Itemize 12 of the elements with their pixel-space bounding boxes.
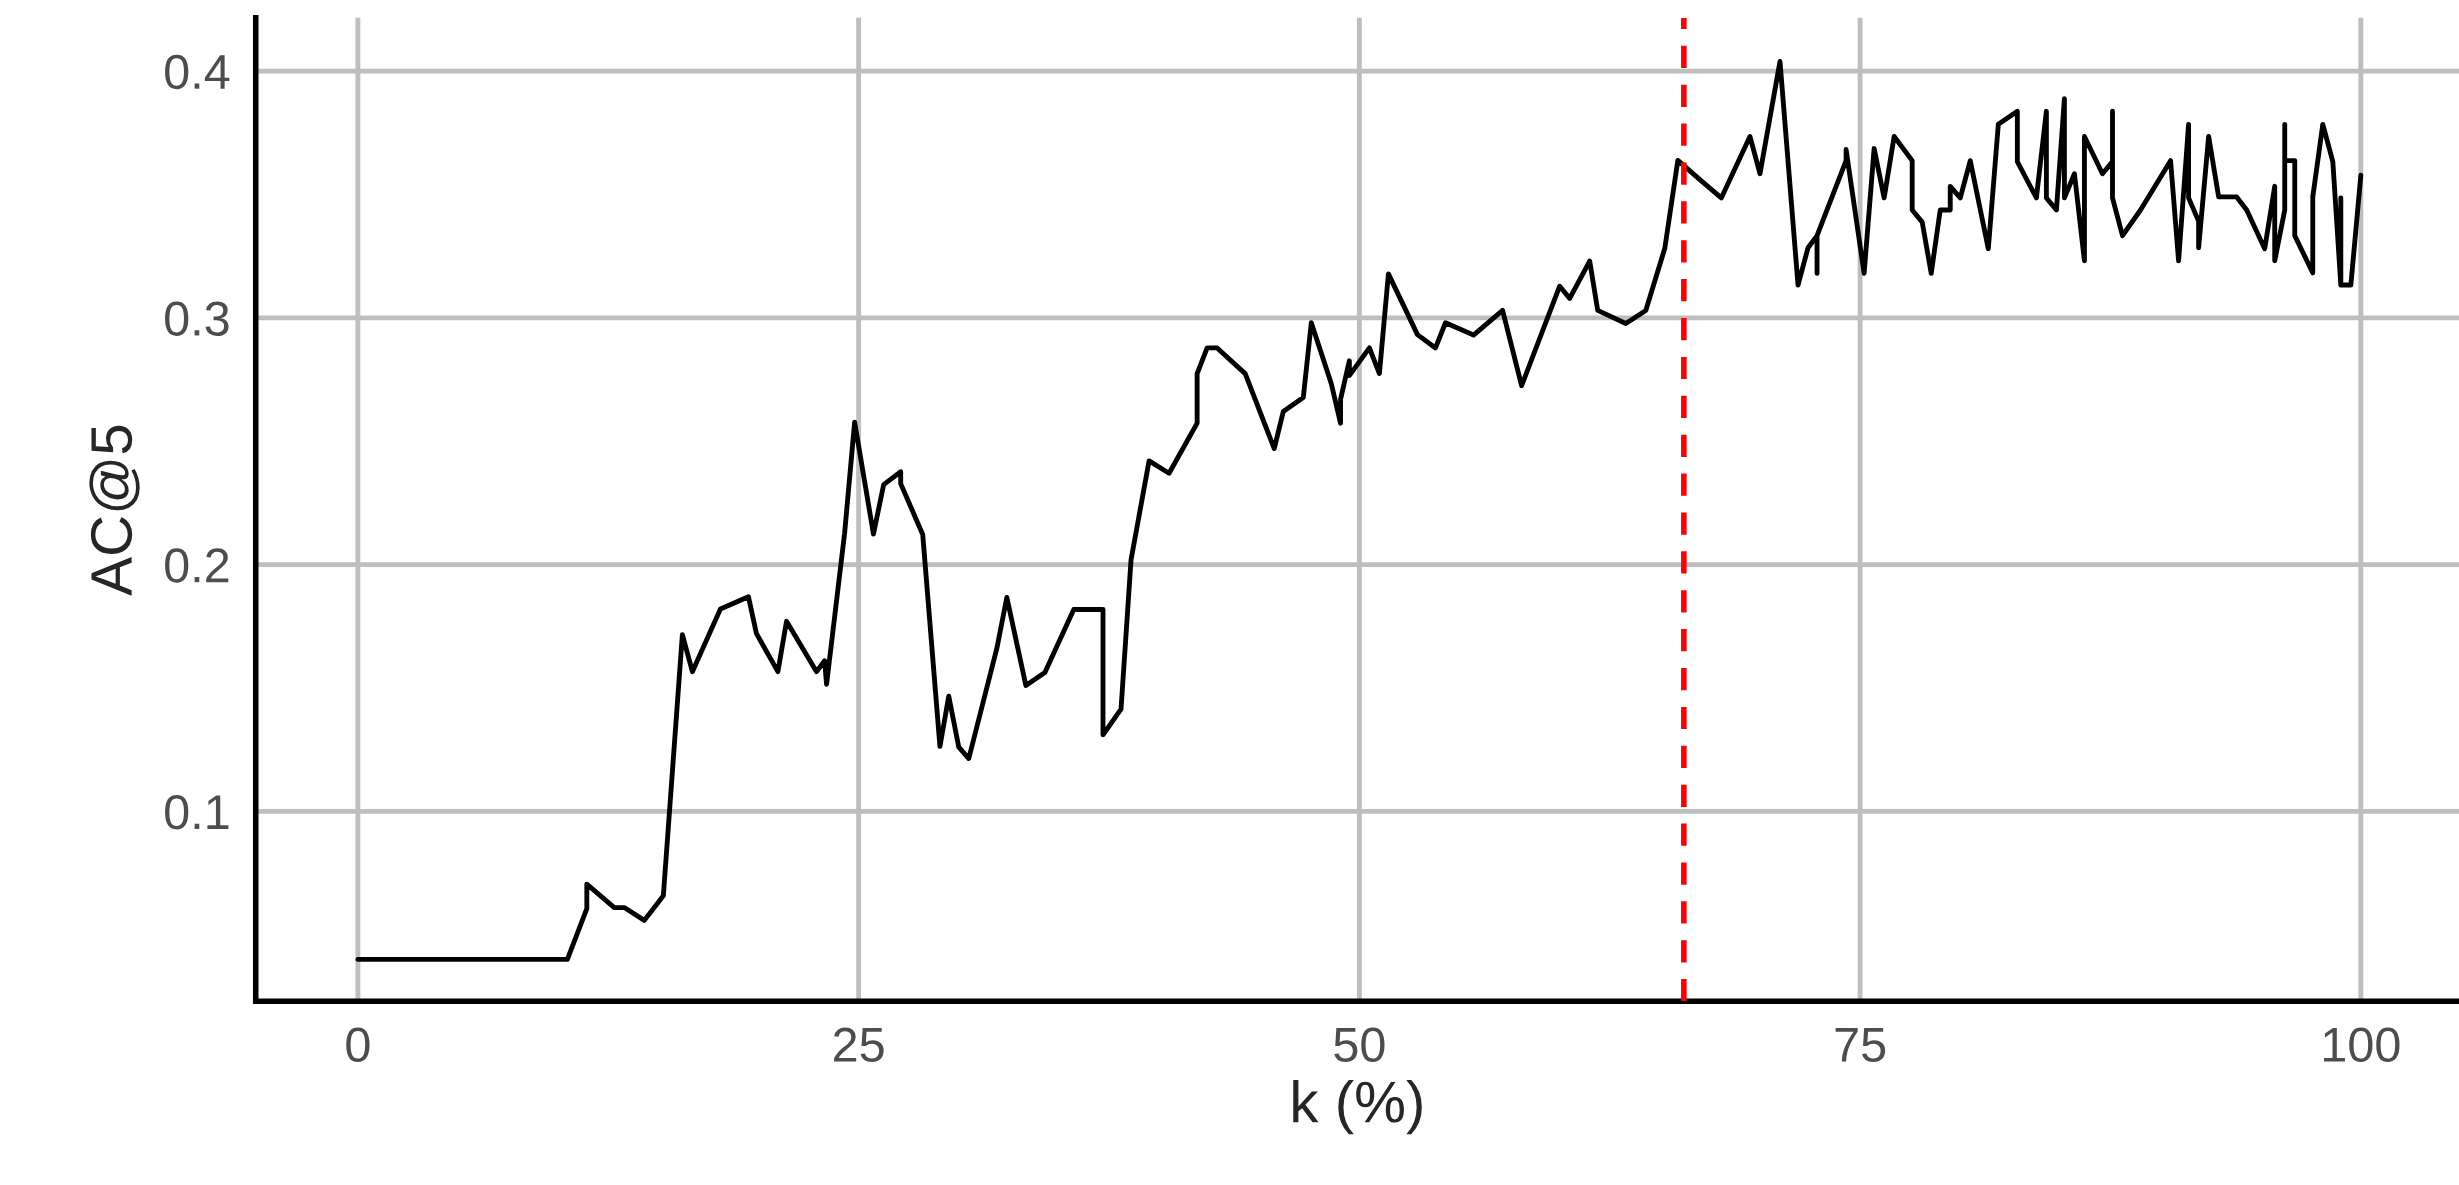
x-tick-label: 25 [834,1027,884,1063]
y-tick-label: 0.1 [165,795,229,830]
y-tick-label: 0.4 [165,54,230,90]
line-series [355,59,2364,962]
x-tick-label: 50 [1334,1027,1385,1063]
x-tick-label: 75 [1835,1028,1886,1063]
y-axis-title: AC@5 [89,425,140,596]
y-tick-label: 0.2 [165,548,229,583]
x-tick-label: 0 [346,1027,370,1063]
x-tick-label: 100 [2324,1027,2400,1063]
x-axis-title: k (%) [1293,1079,1422,1135]
y-tick-label: 0.3 [165,301,229,336]
